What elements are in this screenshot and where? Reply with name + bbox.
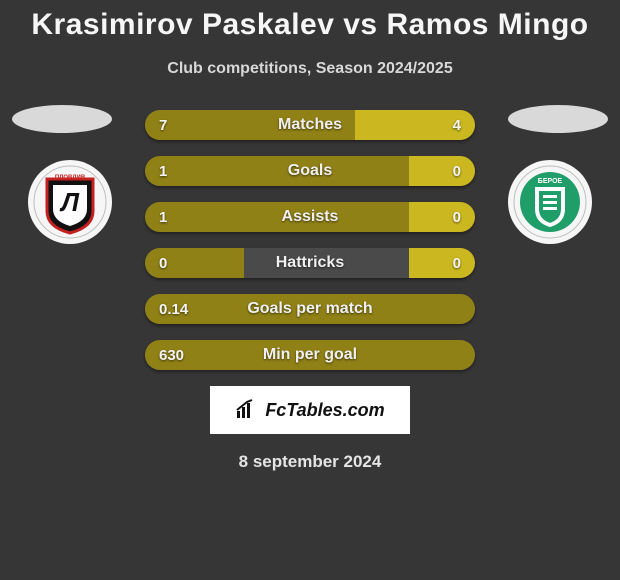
stat-row: 630Min per goal (145, 340, 475, 370)
svg-text:ПЛОВДИВ: ПЛОВДИВ (55, 175, 86, 181)
stat-row: 1Goals0 (145, 156, 475, 186)
brand-chart-icon (235, 398, 259, 422)
stat-label: Goals (145, 162, 475, 180)
stat-label: Matches (145, 116, 475, 134)
svg-text:БЕРОЕ: БЕРОЕ (538, 178, 563, 185)
subtitle: Club competitions, Season 2024/2025 (0, 60, 620, 78)
stat-bars: 7Matches41Goals01Assists00Hattricks00.14… (145, 110, 475, 370)
shadow-ellipse-right (508, 105, 608, 133)
stat-value-right: 0 (453, 163, 461, 180)
shadow-ellipse-left (12, 105, 112, 133)
brand-text: FcTables.com (265, 400, 384, 421)
svg-text:Л: Л (59, 187, 80, 217)
stat-label: Hattricks (145, 254, 475, 272)
club-badge-right-icon: БЕРОЕ (513, 165, 587, 239)
comparison-content: Л ПЛОВДИВ БЕРОЕ 7Matches4 1Goals0 1Assists… (0, 110, 620, 370)
stat-row: 7Matches4 (145, 110, 475, 140)
stat-row: 1Assists0 (145, 202, 475, 232)
club-logo-right: БЕРОЕ (508, 160, 592, 244)
stat-row: 0.14Goals per match (145, 294, 475, 324)
stat-label: Assists (145, 208, 475, 226)
stat-label: Min per goal (145, 346, 475, 364)
stat-label: Goals per match (145, 300, 475, 318)
club-logo-left: Л ПЛОВДИВ (28, 160, 112, 244)
stat-value-right: 4 (453, 117, 461, 134)
page-title: Krasimirov Paskalev vs Ramos Mingo (0, 0, 620, 42)
date-text: 8 september 2024 (0, 452, 620, 472)
stat-value-right: 0 (453, 209, 461, 226)
stat-value-right: 0 (453, 255, 461, 272)
stat-row: 0Hattricks0 (145, 248, 475, 278)
club-badge-left-icon: Л ПЛОВДИВ (33, 165, 107, 239)
brand-badge: FcTables.com (210, 386, 410, 434)
